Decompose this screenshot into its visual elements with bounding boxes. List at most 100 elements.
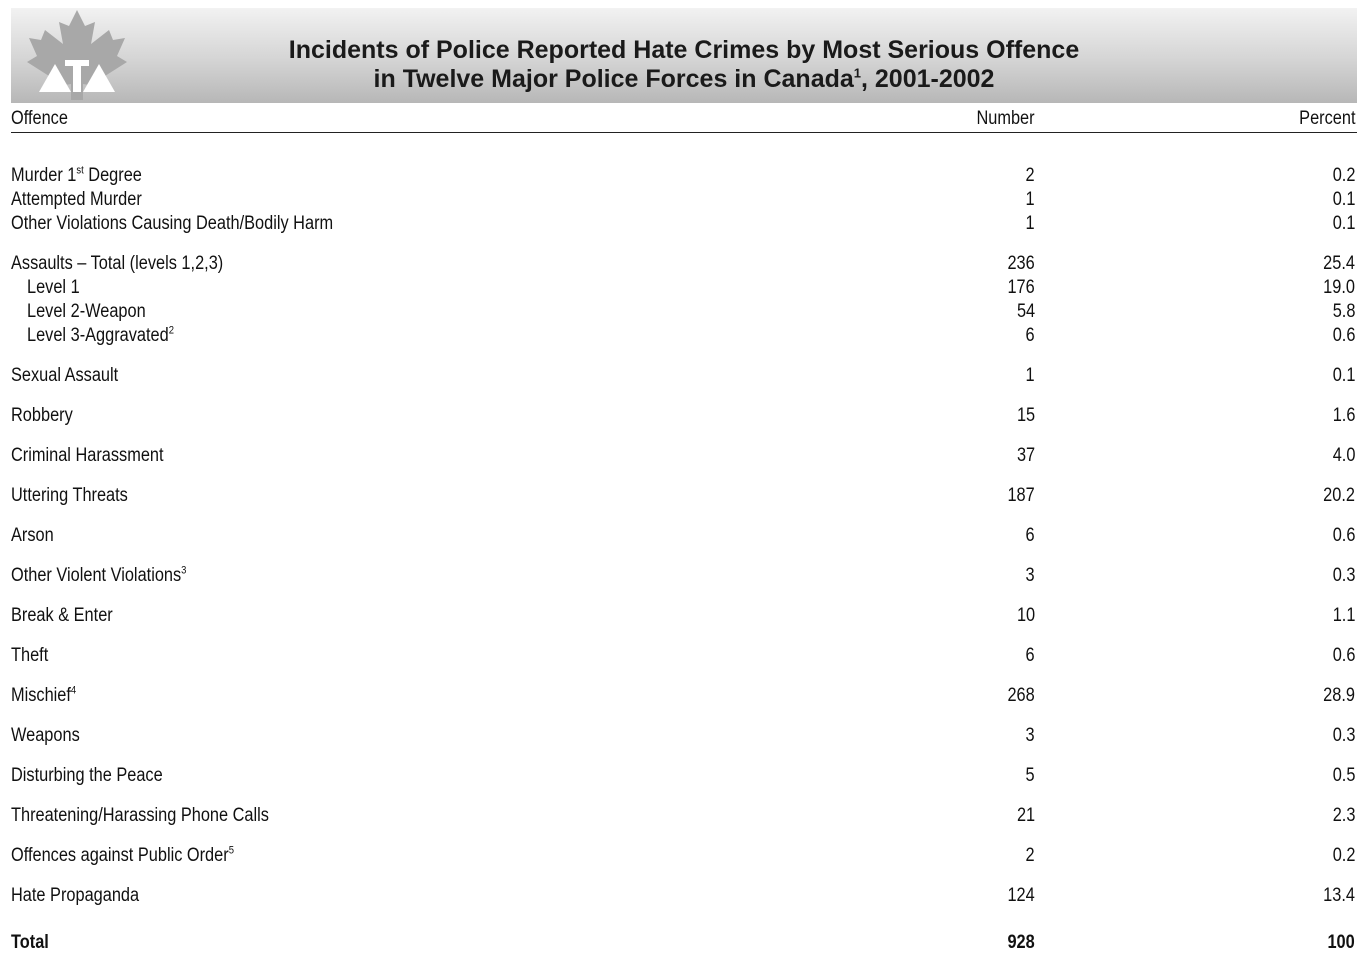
table-row: Assaults – Total (levels 1,2,3) 236 25.4 bbox=[11, 252, 1357, 276]
number-cell: 1 bbox=[1025, 213, 1035, 234]
number-cell: 54 bbox=[1016, 301, 1035, 322]
offence-cell: Disturbing the Peace bbox=[11, 765, 163, 786]
table-row: Level 1 176 19.0 bbox=[11, 276, 1357, 300]
number-cell: 176 bbox=[1007, 277, 1035, 298]
percent-cell: 100 bbox=[1327, 932, 1355, 953]
title-footnote-marker: 1 bbox=[853, 65, 862, 81]
percent-cell: 5.8 bbox=[1332, 301, 1355, 322]
percent-cell: 0.6 bbox=[1332, 525, 1355, 546]
table-row: Uttering Threats 187 20.2 bbox=[11, 484, 1357, 508]
percent-cell: 0.3 bbox=[1332, 565, 1355, 586]
title-line-1: Incidents of Police Reported Hate Crimes… bbox=[288, 36, 1080, 64]
number-cell: 6 bbox=[1025, 645, 1035, 666]
maple-leaf-logo-icon bbox=[27, 10, 127, 100]
number-cell: 1 bbox=[1025, 189, 1035, 210]
offence-cell: Other Violent Violations3 bbox=[11, 564, 187, 586]
percent-cell: 0.1 bbox=[1332, 365, 1355, 386]
number-cell: 2 bbox=[1025, 165, 1035, 186]
table-row: Break & Enter 10 1.1 bbox=[11, 604, 1357, 628]
percent-cell: 20.2 bbox=[1323, 485, 1355, 506]
number-cell: 5 bbox=[1025, 765, 1035, 786]
percent-cell: 25.4 bbox=[1323, 253, 1355, 274]
percent-cell: 4.0 bbox=[1332, 445, 1355, 466]
table-row: Disturbing the Peace 5 0.5 bbox=[11, 764, 1357, 788]
table-row: Sexual Assault 1 0.1 bbox=[11, 364, 1357, 388]
number-cell: 6 bbox=[1025, 525, 1035, 546]
offence-cell: Murder 1st Degree bbox=[11, 164, 142, 186]
title-line-2-text: in Twelve Major Police Forces in Canada bbox=[373, 65, 854, 93]
column-header-percent: Percent bbox=[1298, 108, 1355, 129]
percent-cell: 0.6 bbox=[1332, 325, 1355, 346]
number-cell: 3 bbox=[1025, 725, 1035, 746]
number-cell: 268 bbox=[1007, 685, 1035, 706]
column-header-offence: Offence bbox=[11, 108, 68, 129]
footnote-marker: 5 bbox=[228, 844, 234, 857]
number-cell: 2 bbox=[1025, 845, 1035, 866]
percent-cell: 19.0 bbox=[1323, 277, 1355, 298]
percent-cell: 28.9 bbox=[1323, 685, 1355, 706]
table-row: Other Violations Causing Death/Bodily Ha… bbox=[11, 212, 1357, 236]
table-row: Other Violent Violations3 3 0.3 bbox=[11, 564, 1357, 588]
table-row: Offences against Public Order5 2 0.2 bbox=[11, 844, 1357, 868]
table-header: Offence Number Percent bbox=[11, 108, 1357, 133]
table-row: Weapons 3 0.3 bbox=[11, 724, 1357, 748]
percent-cell: 0.3 bbox=[1332, 725, 1355, 746]
table-row: Threatening/Harassing Phone Calls 21 2.3 bbox=[11, 804, 1357, 828]
number-cell: 6 bbox=[1025, 325, 1035, 346]
table-row: Hate Propaganda 124 13.4 bbox=[11, 884, 1357, 908]
number-cell: 3 bbox=[1025, 565, 1035, 586]
percent-cell: 13.4 bbox=[1323, 885, 1355, 906]
offence-cell: Level 1 bbox=[27, 277, 80, 298]
percent-cell: 2.3 bbox=[1332, 805, 1355, 826]
percent-cell: 0.1 bbox=[1332, 189, 1355, 210]
offence-cell: Weapons bbox=[11, 725, 80, 746]
offence-cell: Attempted Murder bbox=[11, 189, 142, 210]
table-row: Murder 1st Degree 2 0.2 bbox=[11, 164, 1357, 188]
table-row: Attempted Murder 1 0.1 bbox=[11, 188, 1357, 212]
offence-cell: Other Violations Causing Death/Bodily Ha… bbox=[11, 213, 334, 234]
table-row: Mischief4 268 28.9 bbox=[11, 684, 1357, 708]
offence-cell: Robbery bbox=[11, 405, 73, 426]
percent-cell: 0.5 bbox=[1332, 765, 1355, 786]
percent-cell: 0.6 bbox=[1332, 645, 1355, 666]
footnote-marker: 3 bbox=[181, 564, 187, 577]
offence-cell: Level 3-Aggravated2 bbox=[27, 324, 174, 346]
offence-cell: Assaults – Total (levels 1,2,3) bbox=[11, 253, 224, 274]
total-row: Total 928 100 bbox=[11, 931, 1357, 955]
number-cell: 10 bbox=[1016, 605, 1035, 626]
offence-cell: Arson bbox=[11, 525, 54, 546]
column-header-number: Number bbox=[976, 108, 1035, 129]
offence-cell: Mischief4 bbox=[11, 684, 77, 706]
footnote-marker: 4 bbox=[70, 684, 77, 697]
percent-cell: 1.6 bbox=[1332, 405, 1355, 426]
title-line-2-years: , 2001-2002 bbox=[861, 65, 995, 93]
title-line-2: in Twelve Major Police Forces in Canada1… bbox=[11, 65, 1357, 94]
number-cell: 15 bbox=[1016, 405, 1035, 426]
number-cell: 124 bbox=[1007, 885, 1035, 906]
number-cell: 928 bbox=[1007, 932, 1035, 953]
percent-cell: 1.1 bbox=[1332, 605, 1355, 626]
table-row: Level 3-Aggravated2 6 0.6 bbox=[11, 324, 1357, 348]
table-row: Theft 6 0.6 bbox=[11, 644, 1357, 668]
footnote-marker: 2 bbox=[168, 324, 174, 337]
offence-cell: Total bbox=[11, 932, 49, 953]
offence-cell: Break & Enter bbox=[11, 605, 113, 626]
number-cell: 236 bbox=[1007, 253, 1035, 274]
footnote-marker: st bbox=[76, 164, 84, 177]
offence-cell: Criminal Harassment bbox=[11, 445, 164, 466]
offence-cell: Sexual Assault bbox=[11, 365, 119, 386]
title-banner: Incidents of Police Reported Hate Crimes… bbox=[11, 8, 1357, 103]
offence-cell: Theft bbox=[11, 645, 49, 666]
offence-cell: Threatening/Harassing Phone Calls bbox=[11, 805, 269, 826]
table-row: Level 2-Weapon 54 5.8 bbox=[11, 300, 1357, 324]
percent-cell: 0.2 bbox=[1332, 845, 1355, 866]
number-cell: 21 bbox=[1016, 805, 1035, 826]
percent-cell: 0.2 bbox=[1332, 165, 1355, 186]
number-cell: 1 bbox=[1025, 365, 1035, 386]
offence-cell: Uttering Threats bbox=[11, 485, 128, 506]
offence-cell: Hate Propaganda bbox=[11, 885, 140, 906]
table-row: Robbery 15 1.6 bbox=[11, 404, 1357, 428]
number-cell: 187 bbox=[1007, 485, 1035, 506]
table-row: Criminal Harassment 37 4.0 bbox=[11, 444, 1357, 468]
table-row: Arson 6 0.6 bbox=[11, 524, 1357, 548]
